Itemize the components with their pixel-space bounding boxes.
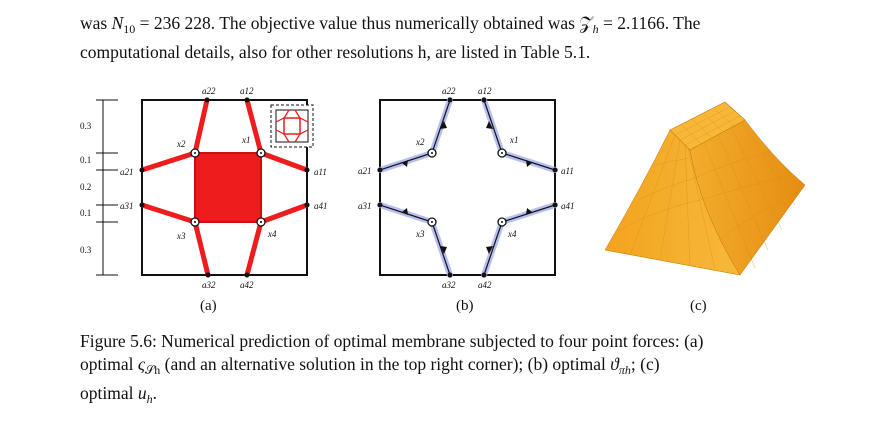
caption-line-1: Figure 5.6: Numerical prediction of opti…: [80, 331, 704, 351]
anchor-label-a31: a31: [120, 201, 134, 211]
domain-boundary: [141, 99, 308, 276]
anchor-points: [377, 97, 558, 278]
math-subscript: 10: [123, 22, 136, 36]
alternative-solution-inset: [270, 104, 314, 148]
text-fragment: (and an alternative solution in the top …: [160, 354, 611, 374]
membrane-core: [194, 152, 262, 223]
point-label-x1: x1: [509, 135, 519, 145]
body-paragraph: was N10 = 236 228. The objective value t…: [80, 12, 840, 64]
figure-caption: Figure 5.6: Numerical prediction of opti…: [80, 330, 840, 411]
figure-panel-c-surface: [604, 101, 806, 276]
panel-label-a: (a): [200, 298, 217, 314]
force-points: [427, 148, 507, 227]
panel-label-c: (c): [690, 298, 707, 314]
anchor-label-a11: a11: [561, 166, 574, 176]
anchor-label-a42: a42: [240, 280, 254, 290]
panel-label-b: (b): [456, 298, 474, 314]
anchor-label-a21: a21: [358, 166, 372, 176]
math-Z: 𝒵: [579, 13, 593, 33]
math-subscript: πh: [618, 363, 631, 377]
anchor-label-a22: a22: [442, 86, 456, 96]
arrow-heads: [402, 121, 532, 254]
figure-panel-a: 0.3 0.1 0.2 0.1 0.3: [80, 86, 328, 290]
text-fragment: = 2.1166. The: [598, 13, 701, 33]
math-subscript: 𝒮h: [144, 363, 161, 377]
anchor-label-a12: a12: [240, 86, 254, 96]
paragraph-line-1: was N10 = 236 228. The objective value t…: [80, 12, 840, 41]
surface-plateau: [669, 101, 746, 151]
point-label-x2: x2: [415, 137, 425, 147]
figure-panel-b: a22 a12 a21 a11 a31 a41 a32 a42 x2 x1 x3…: [358, 86, 575, 290]
text-fragment: .: [152, 383, 157, 403]
anchor-label-a11: a11: [314, 167, 327, 177]
point-label-x4: x4: [267, 229, 277, 239]
membrane-strips: [139, 97, 310, 278]
point-label-x2: x2: [176, 139, 186, 149]
anchor-label-a12: a12: [478, 86, 492, 96]
force-lines: [379, 99, 556, 276]
math-theta: ϑ: [610, 354, 619, 374]
anchor-label-a31: a31: [358, 201, 372, 211]
anchor-points: [139, 97, 310, 278]
caption-line-2: optimal ς𝒮h (and an alternative solution…: [80, 353, 840, 382]
paragraph-line-2: computational details, also for other re…: [80, 42, 591, 62]
math-subscript: h: [592, 22, 599, 36]
anchor-label-a32: a32: [202, 280, 216, 290]
dim-label: 0.2: [80, 182, 91, 192]
domain-boundary: [379, 99, 556, 276]
point-label-x1: x1: [241, 135, 251, 145]
anchor-label-a42: a42: [478, 280, 492, 290]
dim-label: 0.3: [80, 245, 92, 255]
math-u: u: [137, 383, 147, 403]
math-N: N: [111, 13, 124, 33]
text-fragment: optimal: [80, 354, 138, 374]
anchor-label-a32: a32: [442, 280, 456, 290]
force-paths: [377, 97, 558, 278]
point-label-x3: x3: [176, 231, 186, 241]
text-fragment: optimal: [80, 383, 138, 403]
dimension-scale: [96, 99, 118, 276]
text-fragment: = 236 228. The objective value thus nume…: [135, 13, 580, 33]
math-subscript: h: [146, 392, 153, 406]
point-label-x4: x4: [507, 229, 517, 239]
anchor-label-a21: a21: [120, 167, 134, 177]
surface-right-face: [689, 119, 806, 276]
dim-label: 0.3: [80, 121, 92, 131]
text-fragment: ; (c): [630, 354, 660, 374]
point-label-x3: x3: [415, 229, 425, 239]
caption-line-3: optimal uh.: [80, 382, 840, 411]
text-fragment: was: [80, 13, 112, 33]
anchor-label-a41: a41: [314, 201, 328, 211]
anchor-label-a41: a41: [561, 201, 575, 211]
surface-grid: [619, 106, 801, 271]
dim-label: 0.1: [80, 208, 91, 218]
math-sigma: ς: [137, 354, 145, 374]
anchor-label-a22: a22: [202, 86, 216, 96]
dim-label: 0.1: [80, 155, 91, 165]
